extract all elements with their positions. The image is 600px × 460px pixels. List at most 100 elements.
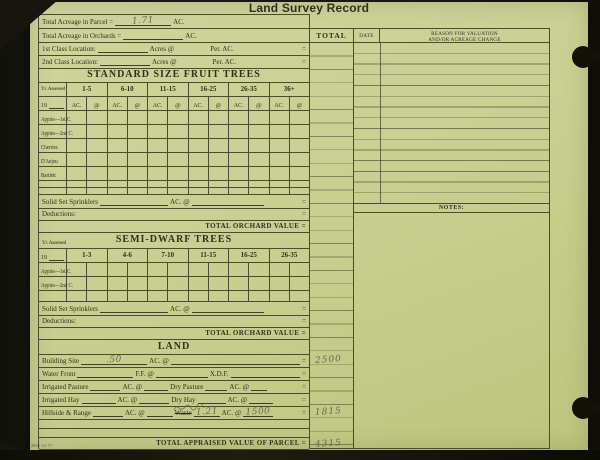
notes-area xyxy=(354,213,549,448)
class2-right: Per. AC. xyxy=(212,58,237,66)
hay-mid: AC. @ xyxy=(117,396,138,404)
building-acreage-blank: .50 xyxy=(81,354,148,366)
age-col: 26-35 xyxy=(268,249,310,262)
age-col: 36+ xyxy=(268,83,310,96)
water-blank xyxy=(77,371,134,378)
row-second-class-location: 2nd Class Location: Acres @ Per. AC. = xyxy=(39,56,309,69)
hillside-acreage-blank xyxy=(93,410,123,417)
handwritten-waste-acreage: 1.21 xyxy=(195,406,218,418)
water-xdf-blank xyxy=(230,371,301,378)
row-building-site: Building Site .50 AC. @ = xyxy=(39,355,309,368)
age-col: 4-6 xyxy=(106,249,148,262)
year-blank xyxy=(49,254,64,261)
sprinklers-label: Solid Set Sprinklers xyxy=(42,198,99,206)
crop-label: Apples—1st C. xyxy=(41,269,72,275)
dry-hay-acreage-blank xyxy=(197,397,226,404)
standard-ac-at-header-row: 19 AC. @ AC. @ AC. @ AC. @ AC. @ AC. @ xyxy=(39,97,309,111)
at-header: @ xyxy=(126,97,147,110)
sprinklers-label: Solid Set Sprinklers xyxy=(42,305,99,313)
age-col: 6-10 xyxy=(106,83,148,96)
equals-sign: = xyxy=(302,305,306,313)
water-mid: F.F. @ xyxy=(135,370,154,378)
class1-blank xyxy=(97,46,148,53)
handwritten-scribble xyxy=(173,404,205,411)
age-col: 1-3 xyxy=(66,249,107,262)
row-first-class-location: 1st Class Location: Acres @ Per. AC. = xyxy=(39,43,309,56)
handwritten-waste-rate: 1500 xyxy=(245,406,271,418)
row-deductions-1: Deductions: = xyxy=(39,209,309,221)
sprinklers-blank xyxy=(100,306,169,313)
crop-label: Bartlett xyxy=(41,173,56,179)
age-col: 16-25 xyxy=(187,83,229,96)
empty-row xyxy=(39,420,309,429)
hillside-rate-blank xyxy=(146,410,173,417)
reason-column-header: REASON FOR VALUATION AND/OR ACREAGE CHAN… xyxy=(380,29,549,43)
valuation-table: TOTAL DATE REASON FOR VALUATION AND/OR A… xyxy=(310,28,550,450)
handwritten-building-acreage: .50 xyxy=(105,354,123,366)
valuation-header-row: TOTAL DATE REASON FOR VALUATION AND/OR A… xyxy=(310,29,549,43)
age-col: 16-25 xyxy=(228,249,269,262)
equals-sign: = xyxy=(302,45,306,53)
equals-sign: = xyxy=(302,357,306,365)
reason-header-line1: REASON FOR VALUATION xyxy=(431,30,498,37)
ac-header: AC. xyxy=(147,97,167,110)
semi-dwarf-title: SEMI-DWARF TREES xyxy=(115,234,233,245)
irrigated-pasture-label: Irrigated Pasture xyxy=(42,383,89,391)
total-column-header: TOTAL xyxy=(310,29,354,42)
pasture-acreage-blank xyxy=(90,384,121,391)
building-mid: AC. @ xyxy=(149,357,169,365)
irrigated-hay-label: Irrigated Hay xyxy=(42,396,80,404)
age-col: 11-15 xyxy=(187,249,229,262)
at-header: @ xyxy=(288,97,309,110)
building-site-label: Building Site xyxy=(42,357,80,365)
year-cell: 19 xyxy=(39,249,66,262)
equals-sign: = xyxy=(302,409,306,417)
land-section-title: LAND xyxy=(39,340,309,355)
dry-pasture-rate-blank xyxy=(251,384,268,391)
building-rate-blank xyxy=(170,358,301,365)
sprinklers-mid: AC. @ xyxy=(170,305,190,313)
valuation-body: 2500 1815 4315 NOTES: xyxy=(310,43,549,450)
equals-sign: = xyxy=(302,210,306,218)
crop-label: Apples—2nd C. xyxy=(41,283,73,289)
empty-row xyxy=(39,429,309,438)
pasture-mid: AC. @ xyxy=(122,383,143,391)
handwritten-grand-total: 4315 xyxy=(314,438,343,450)
ac-header: AC. xyxy=(228,97,248,110)
handwritten-building-total: 2500 xyxy=(314,354,343,366)
deductions-label: Deductions: xyxy=(42,210,76,218)
water-rate-blank xyxy=(155,371,208,378)
crop-label: Apples—2nd C. xyxy=(41,131,73,137)
row-total-appraised: TOTAL APPRAISED VALUE OF PARCEL = xyxy=(39,438,309,450)
hay-rate-blank xyxy=(139,397,170,404)
row-total-orchard-value-2: TOTAL ORCHARD VALUE = xyxy=(39,328,309,340)
date-reason-area: NOTES: xyxy=(354,43,549,448)
class1-mid: Acres @ xyxy=(149,45,175,53)
crop-label: Apples—1st C. xyxy=(41,117,72,123)
semi-dwarf-age-header-row: 19 1-3 4-6 7-10 11-15 16-25 26-35 xyxy=(39,249,309,263)
age-col: 7-10 xyxy=(147,249,188,262)
parcel-unit: AC. xyxy=(173,18,185,26)
crop-row-apples-2nd: Apples—2nd C. xyxy=(39,125,309,139)
age-col: 1-5 xyxy=(66,83,107,96)
at-header: @ xyxy=(207,97,228,110)
at-header: @ xyxy=(86,97,106,110)
crop-label: D'Anjou xyxy=(41,159,58,165)
row-water-front: Water Front F.F. @ X.D.F. = xyxy=(39,368,309,381)
standard-age-header-row: Yr. Assessed 1-5 6-10 11-15 16-25 26-35 … xyxy=(39,83,309,97)
pasture-rate-blank xyxy=(144,384,169,391)
row-orchard-acreage: Total Acreage in Orchards = AC. xyxy=(39,29,309,43)
hay-acreage-blank xyxy=(81,397,116,404)
row-parcel-acreage: Total Acreage in Parcel = 1.71 AC. xyxy=(39,15,309,29)
year-cell: 19 xyxy=(39,97,66,110)
row-hillside-range: Hillside & Range AC. @ Waste 1.21 AC. @ … xyxy=(39,404,309,420)
yr-assessed-label: Yr. Assessed xyxy=(41,86,66,92)
equals-sign: = xyxy=(302,383,306,391)
right-panel: TOTAL DATE REASON FOR VALUATION AND/OR A… xyxy=(310,14,550,450)
waste-acreage-blank: 1.21 xyxy=(193,406,220,418)
crop-row-bartlett: Bartlett xyxy=(39,167,309,181)
sd-crop-row-apples-2nd: Apples—2nd C. xyxy=(39,277,309,291)
year-prefix: 19 xyxy=(41,103,47,109)
water-front-label: Water Front xyxy=(42,370,76,378)
age-col: 26-35 xyxy=(228,83,269,96)
